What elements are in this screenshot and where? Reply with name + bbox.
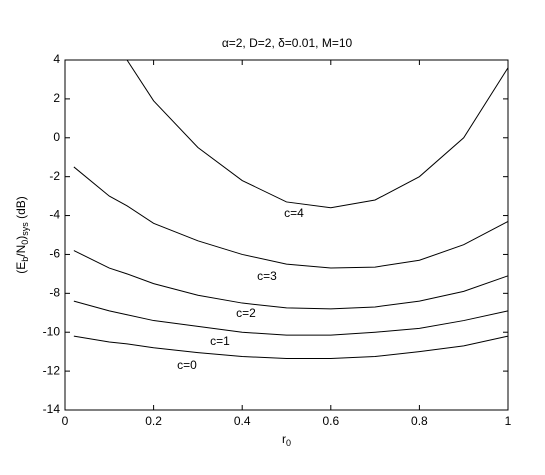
plot-frame: [64, 59, 509, 411]
series-line: [73, 335, 509, 359]
y-tick-label: 2: [53, 91, 60, 105]
x-tick-label: 0.6: [322, 414, 339, 428]
curve-label: c=4: [284, 206, 304, 220]
y-tick-label: -6: [49, 247, 60, 261]
y-tick-label: -10: [43, 324, 61, 338]
y-axis-label-part: sys: [20, 222, 30, 236]
y-tick-label: -2: [49, 169, 60, 183]
series-line: [73, 300, 509, 336]
y-tick-label: 0: [53, 130, 60, 144]
curve-label: c=1: [210, 334, 230, 348]
curve-label: c=3: [257, 269, 277, 283]
x-tick-label: 0.2: [145, 414, 162, 428]
y-tick-label: -4: [49, 208, 60, 222]
x-axis-label-part: r: [282, 432, 286, 446]
y-axis-label-part: 0: [20, 240, 30, 245]
y-tick-label: -14: [43, 402, 61, 416]
y-axis-label: (Eb/N0)sys (dB): [14, 196, 30, 274]
y-tick-label: -12: [43, 363, 61, 377]
y-axis-label-part: (dB): [14, 196, 28, 222]
x-axis-label: r0: [282, 432, 291, 448]
y-axis-label-part: (E: [14, 262, 28, 274]
series-line: [73, 250, 509, 310]
x-tick-label: 1: [505, 414, 512, 428]
x-tick-label: 0: [62, 414, 69, 428]
y-axis-label-part: b: [20, 257, 30, 262]
series-line: [126, 59, 509, 209]
x-axis-label-part: 0: [286, 438, 291, 448]
curve-label: c=2: [236, 306, 256, 320]
curve-label: c=0: [177, 358, 197, 372]
x-tick-label: 0.4: [234, 414, 251, 428]
x-tick-label: 0.8: [411, 414, 428, 428]
chart-title: α=2, D=2, δ=0.01, M=10: [222, 36, 353, 50]
y-tick-label: -8: [49, 286, 60, 300]
y-axis-label-part: ): [14, 236, 28, 240]
series-line: [73, 166, 509, 269]
y-tick-label: 4: [53, 52, 60, 66]
y-axis-label-part: /N: [14, 245, 28, 257]
